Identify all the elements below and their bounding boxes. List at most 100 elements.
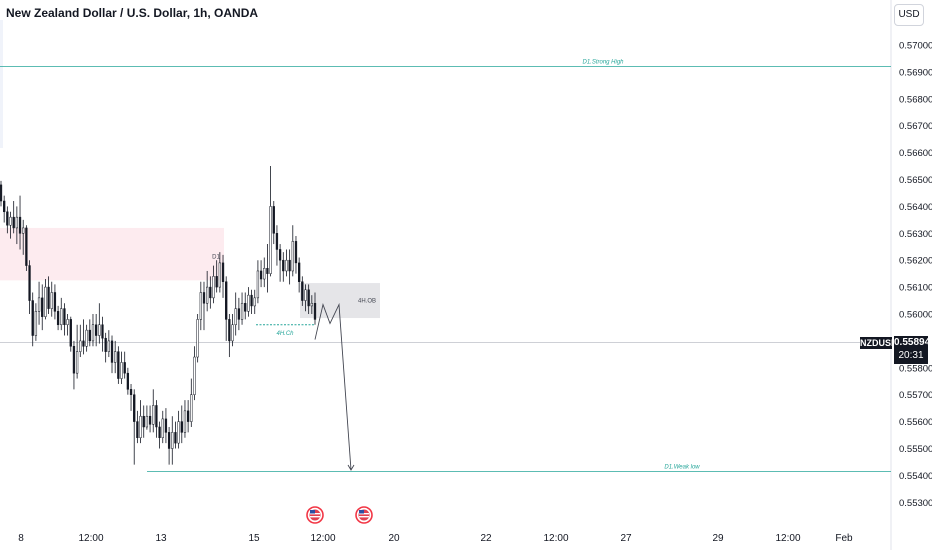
candle-body: [117, 351, 120, 379]
candle: [307, 284, 310, 314]
candle: [9, 211, 12, 239]
candle: [50, 281, 53, 317]
candle: [133, 389, 136, 465]
candle-body: [253, 297, 256, 307]
candle-body: [129, 389, 133, 395]
candle-body: [79, 340, 82, 352]
candle: [56, 305, 60, 331]
candle-body: [218, 262, 221, 288]
candle-body: [91, 324, 95, 342]
candle-body: [196, 319, 199, 358]
candle-body: [47, 286, 50, 309]
candle: [291, 225, 294, 277]
candle: [104, 332, 107, 363]
candle-body: [301, 281, 304, 301]
candle: [301, 276, 304, 306]
candle: [148, 405, 152, 433]
us-flag-icon[interactable]: [306, 506, 324, 524]
candle: [110, 335, 114, 374]
candle-body: [12, 216, 15, 229]
candle: [297, 257, 301, 293]
candle: [152, 389, 155, 433]
price-tick-label: 0.55800: [899, 363, 932, 374]
price-tick-label: 0.56700: [899, 121, 932, 132]
candle-body: [183, 410, 187, 433]
candle-body: [266, 268, 269, 274]
candle-body: [234, 308, 237, 326]
time-tick-label: Feb: [835, 533, 853, 544]
candle: [304, 284, 307, 312]
candle: [164, 408, 168, 444]
candle-body: [152, 405, 155, 425]
candle-body: [98, 324, 101, 336]
candle: [85, 324, 88, 352]
candle: [60, 297, 63, 331]
candle: [15, 206, 19, 245]
candle-body: [307, 289, 310, 307]
candle: [155, 400, 158, 438]
candle: [79, 324, 82, 358]
candle: [285, 249, 288, 277]
candle: [6, 206, 9, 234]
candle-body: [95, 324, 98, 336]
candle-body: [25, 227, 28, 266]
candle: [91, 314, 95, 347]
price-tick-label: 0.56400: [899, 202, 932, 213]
candle-body: [142, 415, 145, 428]
candle-body: [66, 319, 69, 326]
flag-canton: [359, 510, 364, 514]
symbol-tag: NZDUSD: [860, 337, 898, 349]
us-flag-icon[interactable]: [355, 506, 373, 524]
candle-body: [313, 302, 317, 320]
candle: [180, 405, 183, 444]
candle-body: [136, 421, 139, 438]
candle: [199, 281, 202, 331]
candle-body: [145, 415, 149, 428]
candle-body: [69, 319, 72, 347]
candle-body: [269, 206, 272, 274]
candle: [145, 405, 149, 430]
time-tick-label: 12:00: [775, 533, 800, 544]
candle-body: [60, 308, 63, 326]
levels-layer: D1.Strong High D1.Weak low: [0, 60, 891, 472]
candle-body: [278, 249, 282, 261]
candle: [66, 314, 69, 336]
candle-body: [22, 227, 25, 234]
flag-white-stripe: [359, 513, 369, 515]
candle-body: [88, 329, 91, 342]
candle: [0, 180, 3, 207]
candle-body: [6, 211, 9, 226]
candle: [63, 303, 66, 336]
candle-body: [158, 426, 161, 438]
candle: [95, 314, 98, 347]
projection-path: [314, 302, 352, 471]
candle-body: [244, 302, 247, 312]
candle-body: [28, 265, 31, 301]
zones-layer: 4H.OB: [0, 227, 380, 319]
current-price-value: 0.55894: [894, 337, 931, 348]
candle: [126, 367, 130, 395]
candle-body: [101, 324, 104, 339]
flag-white-stripe: [359, 516, 369, 518]
candle: [244, 292, 247, 320]
projection-arrowhead: [347, 464, 355, 471]
candle-body: [288, 259, 291, 272]
candle-body: [272, 206, 275, 234]
candle: [129, 383, 133, 411]
candle-body: [110, 340, 114, 363]
flag-white-stripe: [310, 516, 320, 518]
left-edge-strip: [0, 20, 3, 148]
time-tick-label: 22: [480, 533, 492, 544]
candle: [259, 260, 263, 288]
candle: [72, 340, 76, 390]
candle-body: [310, 302, 313, 307]
currency-button[interactable]: USD: [894, 4, 924, 26]
candle: [171, 416, 174, 465]
candle: [250, 289, 253, 314]
candle: [310, 295, 313, 314]
candle: [253, 289, 256, 314]
candle-body: [104, 337, 107, 352]
candle: [75, 324, 79, 379]
candle-body: [193, 356, 196, 395]
